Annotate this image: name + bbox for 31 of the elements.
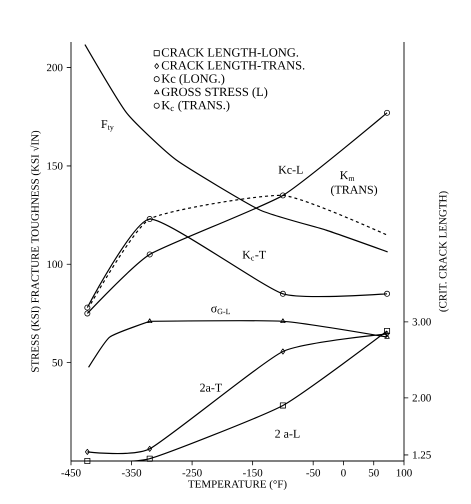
y-tick-label: 50 (52, 358, 62, 366)
legend-label: CRACK LENGTH-LONG. (162, 48, 298, 57)
x-axis-title: TEMPERATURE (°F) (188, 480, 287, 490)
legend-label: Kc (LONG.) (162, 74, 224, 86)
legend-label: CRACK LENGTH-TRANS. (162, 61, 304, 70)
y-axis-title: STRESS (KSI) FRACTURE TOUGHNESS (KSI √IN) (30, 130, 41, 372)
x-tick-label: -450 (61, 469, 81, 476)
y-tick-label: 150 (47, 162, 62, 170)
y2-axis-title: (CRIT. CRACK LENGTH) (438, 191, 449, 312)
annotation: σ$_{G-L}$ (211, 306, 230, 314)
annotation: 2 a-L (275, 430, 300, 438)
y-tick-label: 100 (47, 260, 62, 268)
x-tick-label: -150 (242, 469, 262, 476)
legend-label: GROSS STRESS (L) (162, 87, 268, 99)
x-tick-label: -350 (122, 469, 142, 476)
x-tick-label: 50 (368, 469, 379, 476)
annotation: 2a-T (200, 384, 222, 392)
annotation: K$_{c}$-T (242, 250, 266, 261)
x-tick-label: -50 (306, 469, 320, 476)
x-tick-label: 0 (341, 469, 346, 476)
legend-label: K$_{c}$ (TRANS.) (162, 100, 230, 112)
y2-tick-label: 1.25 (413, 451, 431, 459)
annotation: K$_{m}$ (340, 171, 354, 181)
annotation: F$_{ty}$ (101, 120, 114, 132)
y2-tick-label: 3.00 (412, 318, 431, 326)
annotation: Kc-L (278, 166, 303, 174)
y-tick-label: 200 (46, 64, 62, 72)
x-tick-label: 100 (396, 469, 412, 476)
y2-tick-label: 2.00 (412, 394, 431, 402)
x-tick-label: -250 (182, 469, 202, 476)
annotation: (TRANS) (331, 185, 378, 196)
